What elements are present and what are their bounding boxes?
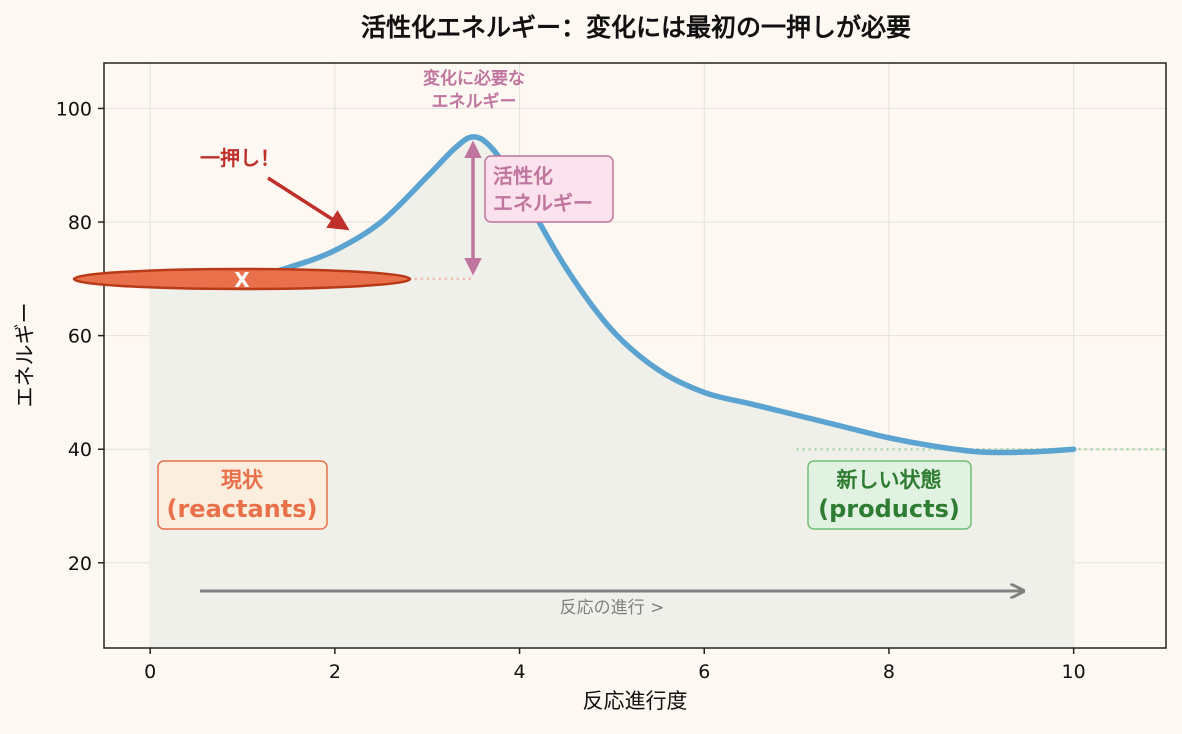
- x-tick-label: 10: [1062, 661, 1086, 683]
- y-tick-label: 40: [68, 439, 92, 461]
- x-axis-label: 反応進行度: [583, 689, 688, 713]
- reactants-box: [157, 460, 328, 530]
- x-axis-ticks: 0 2 4 6 8 10: [144, 648, 1086, 683]
- plot-frame: [103, 62, 1167, 649]
- reactants-label-line1: 現状: [221, 468, 264, 492]
- level-guides: [408, 277, 1166, 451]
- y-tick-label: 20: [68, 553, 92, 575]
- y-axis-label: エネルギー: [13, 303, 37, 408]
- activation-energy-label-line1: 活性化: [493, 164, 553, 188]
- push-label: 一押し！: [200, 146, 280, 170]
- x-tick-label: 6: [698, 661, 710, 683]
- x-tick-label: 0: [144, 661, 156, 683]
- chart-title: 活性化エネルギー：変化には最初の一押しが必要: [361, 13, 911, 42]
- y-tick-label: 100: [56, 98, 92, 120]
- products-box: [807, 460, 972, 530]
- products-label-line1: 新しい状態: [837, 468, 942, 492]
- energy-curve-line: [147, 134, 1077, 456]
- x-tick-label: 4: [514, 661, 526, 683]
- y-tick-label: 80: [68, 212, 92, 234]
- required-energy-label-line2: エネルギー: [432, 92, 517, 112]
- activation-energy-label-line2: エネルギー: [493, 191, 593, 215]
- reactants-label-line2: (reactants): [167, 495, 318, 523]
- x-tick-label: 8: [883, 661, 895, 683]
- y-axis-ticks: 20 40 60 80 100: [56, 98, 104, 575]
- chart-annotations: 一押し！ 変化に必要な エネルギー 活性化 エネルギー X 現状 (reacta…: [72, 68, 1022, 618]
- y-tick-label: 60: [68, 326, 92, 348]
- activation-energy-box: [484, 155, 614, 223]
- x-tick-label: 2: [329, 661, 341, 683]
- push-arrow: [267, 176, 350, 231]
- progress-label: 反応の進行 >: [560, 598, 665, 618]
- products-label-line2: (products): [818, 495, 960, 523]
- required-energy-label-line1: 変化に必要な: [423, 68, 525, 89]
- reactant-marker-label: X: [234, 268, 250, 292]
- reactant-marker: [72, 267, 412, 291]
